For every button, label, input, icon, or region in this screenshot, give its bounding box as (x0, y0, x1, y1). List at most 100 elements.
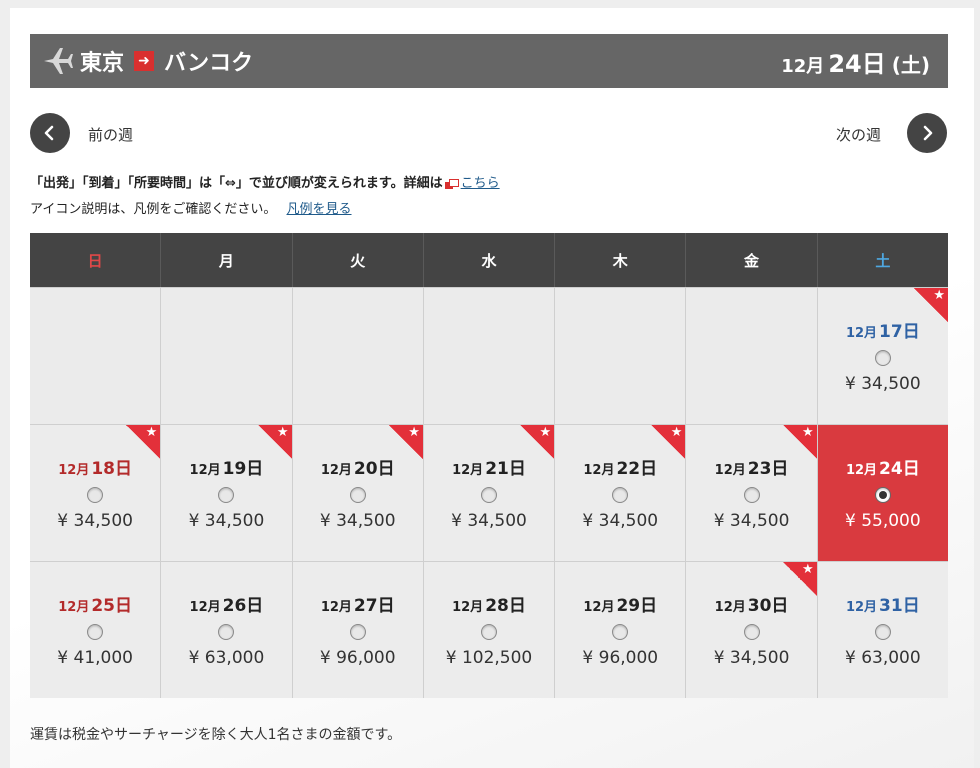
day-month: 12月 (58, 600, 90, 615)
empty-day-cell (685, 287, 817, 424)
day-price: ¥ 34,500 (451, 511, 527, 531)
sort-help-link[interactable]: こちら (460, 176, 500, 191)
day-radio[interactable] (218, 624, 235, 640)
day-price: ¥ 55,000 (844, 511, 921, 531)
day-price: ¥ 96,000 (319, 648, 396, 668)
day-date: 12月 29日 (555, 591, 685, 616)
day-month: 12月 (189, 600, 221, 615)
next-week-label[interactable]: 次の週 (836, 126, 882, 144)
day-cell[interactable]: 12月 18日 ¥ 34,500 (30, 424, 161, 561)
day-cell[interactable]: 12月 27日 ¥ 96,000 (291, 561, 423, 698)
next-week-button[interactable] (907, 113, 947, 153)
calendar-week-row: 12月 17日 ¥ 34,500 (30, 287, 948, 424)
day-cell[interactable]: 12月 21日 ¥ 34,500 (422, 424, 555, 561)
day-radio[interactable] (87, 624, 104, 640)
selected-date-day: 24日 (828, 49, 886, 78)
day-month: 12月 (320, 463, 352, 478)
day-number: 29日 (616, 596, 658, 616)
day-price: ¥ 63,000 (844, 648, 921, 668)
day-date: 12月 23日 (686, 454, 816, 479)
day-cell[interactable]: 12月 31日 ¥ 63,000 (816, 561, 948, 698)
calendar-week-row: 12月 25日 ¥ 41,000 12月 26日 ¥ 63,000 12月 27日 ¥ 96,0… (30, 561, 948, 698)
day-month: 12月 (583, 463, 615, 478)
weekday-sat: 土 (816, 233, 948, 287)
day-price: ¥ 63,000 (188, 648, 265, 668)
day-number: 31日 (879, 596, 920, 616)
day-number: 18日 (91, 459, 133, 479)
day-date: 12月 28日 (424, 591, 554, 616)
day-month: 12月 (58, 463, 90, 478)
day-radio[interactable] (612, 487, 629, 503)
selected-date: 12月 24日 (土) (781, 44, 930, 79)
day-radio[interactable] (480, 624, 497, 640)
day-cell[interactable]: 12月 20日 ¥ 34,500 (291, 424, 423, 561)
day-price: ¥ 34,500 (57, 511, 133, 531)
legend-note: アイコン説明は、凡例をご確認ください。 凡例を見る (30, 198, 352, 217)
arrow-right-icon: ➜ (134, 51, 155, 71)
day-radio[interactable] (874, 487, 891, 503)
legend-note-text: アイコン説明は、凡例をご確認ください。 (30, 202, 277, 217)
day-cell[interactable]: 12月 24日 ¥ 55,000 (816, 424, 948, 561)
empty-day-cell (554, 287, 686, 424)
day-date: 12月 26日 (161, 591, 291, 616)
day-month: 12月 (845, 600, 878, 615)
day-price: ¥ 34,500 (188, 511, 265, 531)
empty-day-cell (160, 287, 292, 424)
day-price: ¥ 34,500 (582, 511, 659, 531)
day-number: 27日 (353, 596, 395, 616)
star-icon (388, 425, 423, 459)
day-cell[interactable]: 12月 22日 ¥ 34,500 (554, 424, 686, 561)
day-date: 12月 24日 (818, 454, 948, 479)
day-radio[interactable] (874, 350, 891, 366)
day-radio[interactable] (480, 487, 497, 503)
weekday-header: 日 月 火 水 木 金 土 (30, 233, 948, 287)
day-price: ¥ 34,500 (319, 511, 396, 531)
chevron-left-icon (44, 125, 54, 141)
day-cell[interactable]: 12月 26日 ¥ 63,000 (160, 561, 292, 698)
external-link-icon (444, 178, 459, 189)
day-cell[interactable]: 12月 25日 ¥ 41,000 (30, 561, 161, 698)
weekday-thu: 木 (554, 233, 685, 287)
day-price: ¥ 34,500 (844, 374, 921, 394)
chevron-right-icon (923, 125, 933, 141)
prev-week-button[interactable] (30, 113, 70, 153)
day-month: 12月 (189, 463, 221, 478)
day-price: ¥ 102,500 (445, 648, 533, 668)
star-icon (126, 425, 161, 459)
star-icon (782, 425, 817, 459)
day-month: 12月 (845, 326, 878, 341)
day-month: 12月 (714, 600, 746, 615)
day-cell[interactable]: 12月 17日 ¥ 34,500 (816, 287, 948, 424)
day-cell[interactable]: 12月 30日 ¥ 34,500 (685, 561, 817, 698)
day-month: 12月 (320, 600, 352, 615)
weekday-fri: 金 (685, 233, 816, 287)
day-cell[interactable]: 12月 28日 ¥ 102,500 (422, 561, 555, 698)
prev-week-label[interactable]: 前の週 (88, 126, 134, 144)
day-radio[interactable] (349, 624, 366, 640)
day-radio[interactable] (612, 624, 629, 640)
day-radio[interactable] (349, 487, 366, 503)
day-cell[interactable]: 12月 19日 ¥ 34,500 (160, 424, 292, 561)
day-radio[interactable] (218, 487, 235, 503)
day-radio[interactable] (87, 487, 104, 503)
star-icon (782, 562, 817, 596)
selected-date-month: 12月 (781, 55, 825, 77)
day-cell[interactable]: 12月 29日 ¥ 96,000 (554, 561, 686, 698)
day-number: 23日 (747, 459, 789, 479)
day-radio[interactable] (743, 624, 760, 640)
star-icon (913, 288, 948, 322)
legend-link[interactable]: 凡例を見る (286, 202, 352, 217)
day-number: 25日 (91, 596, 133, 616)
weekday-wed: 水 (422, 233, 554, 287)
day-radio[interactable] (743, 487, 760, 503)
sort-note-text: 「出発」「到着」「所要時間」は「⇔」で並び順が変えられます。詳細は (30, 176, 443, 191)
day-radio[interactable] (874, 624, 891, 640)
empty-day-cell (291, 287, 423, 424)
route-header: 東京 ➜ バンコク 12月 24日 (土) (30, 34, 948, 88)
day-cell[interactable]: 12月 23日 ¥ 34,500 (685, 424, 817, 561)
weekday-tue: 火 (291, 233, 423, 287)
fare-footnote: 運賃は税金やサーチャージを除く大人1名さまの金額です。 (30, 727, 402, 743)
day-number: 17日 (879, 322, 920, 342)
